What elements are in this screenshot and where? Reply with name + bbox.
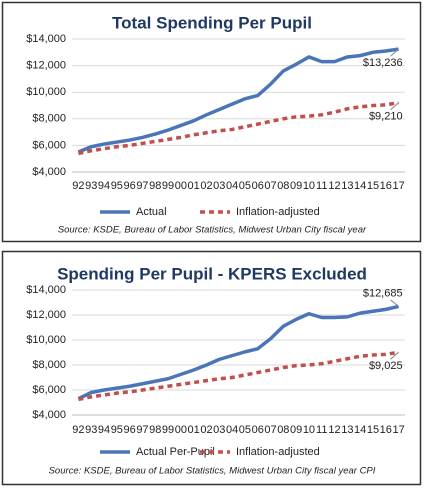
x-tick-label: 11: [316, 180, 327, 192]
x-tick-label: 12: [328, 424, 340, 436]
y-tick-label: $6,000: [32, 139, 66, 151]
value-label: $9,025: [369, 360, 403, 372]
x-tick-label: 10: [303, 424, 315, 436]
x-tick-label: 14: [354, 424, 366, 436]
chart-frame: [1, 1, 422, 243]
y-tick-label: $14,000: [26, 284, 66, 296]
x-tick-label: 08: [277, 424, 289, 436]
y-tick-label: $14,000: [26, 33, 66, 45]
x-tick-label: 93: [85, 424, 97, 436]
x-tick-label: 09: [290, 424, 302, 436]
legend-label: Inflation-adjusted: [236, 446, 320, 458]
x-tick-label: 06: [252, 180, 264, 192]
x-tick-label: 07: [264, 424, 276, 436]
label-leader: [390, 299, 399, 307]
source-note: Source: KSDE, Bureau of Labor Statistics…: [49, 466, 376, 477]
x-tick-label: 17: [392, 180, 404, 192]
x-tick-label: 99: [162, 180, 174, 192]
x-tick-label: 13: [341, 180, 353, 192]
x-tick-label: 08: [277, 180, 289, 192]
x-tick-label: 02: [200, 180, 212, 192]
value-label: $12,685: [363, 287, 403, 299]
label-leader: [390, 102, 399, 111]
x-tick-label: 16: [380, 180, 392, 192]
x-tick-label: 12: [328, 180, 340, 192]
x-tick-label: 15: [367, 424, 379, 436]
legend-label: Actual: [136, 206, 167, 218]
x-tick-label: 03: [213, 424, 225, 436]
y-tick-label: $12,000: [26, 60, 66, 72]
x-tick-label: 03: [213, 180, 225, 192]
x-tick-label: 05: [239, 424, 251, 436]
x-tick-label: 94: [98, 424, 110, 436]
x-tick-label: 14: [354, 180, 366, 192]
label-leader: [390, 351, 399, 360]
x-tick-label: 15: [367, 180, 379, 192]
x-tick-label: 96: [124, 180, 136, 192]
y-tick-label: $10,000: [26, 86, 66, 98]
series-line: [77, 304, 399, 401]
series-line: [78, 100, 399, 156]
series-line: [77, 47, 399, 154]
x-tick-label: 92: [72, 180, 84, 192]
x-tick-label: 10: [303, 180, 315, 192]
x-tick-label: 01: [188, 424, 200, 436]
x-tick-label: 97: [136, 180, 148, 192]
chart-frame: [1, 250, 422, 486]
x-tick-label: 94: [98, 180, 110, 192]
x-tick-label: 16: [380, 424, 392, 436]
x-tick-label: 95: [111, 424, 123, 436]
value-label: $9,210: [369, 111, 403, 123]
x-tick-label: 01: [188, 180, 200, 192]
legend-label: Inflation-adjusted: [236, 206, 320, 218]
legend-label: Actual Per-Pupil: [136, 446, 215, 458]
x-tick-label: 04: [226, 424, 238, 436]
x-tick-label: 17: [392, 424, 404, 436]
x-tick-label: 09: [290, 180, 302, 192]
x-tick-label: 96: [124, 424, 136, 436]
x-tick-label: 00: [175, 424, 187, 436]
y-tick-label: $6,000: [32, 384, 66, 396]
x-tick-label: 95: [111, 180, 123, 192]
x-tick-label: 00: [175, 180, 187, 192]
x-tick-label: 05: [239, 180, 251, 192]
x-tick-label: 98: [149, 424, 161, 436]
x-tick-label: 06: [252, 424, 264, 436]
y-tick-label: $4,000: [32, 166, 66, 178]
y-tick-label: $10,000: [26, 334, 66, 346]
value-label: $13,236: [363, 57, 403, 69]
y-tick-label: $12,000: [26, 309, 66, 321]
x-tick-label: 13: [341, 424, 353, 436]
x-tick-label: 92: [72, 424, 84, 436]
y-tick-label: $4,000: [32, 409, 66, 421]
x-tick-label: 04: [226, 180, 238, 192]
x-tick-label: 97: [136, 424, 148, 436]
label-leader: [390, 48, 399, 57]
source-note: Source: KSDE, Bureau of Labor Statistics…: [58, 225, 367, 236]
x-tick-label: 93: [85, 180, 97, 192]
y-tick-label: $8,000: [32, 359, 66, 371]
chart-title: Spending Per Pupil - KPERS Excluded: [57, 264, 367, 283]
series-line: [78, 350, 399, 402]
x-tick-label: 98: [149, 180, 161, 192]
x-tick-label: 02: [200, 424, 212, 436]
chart-title: Total Spending Per Pupil: [112, 13, 312, 32]
x-tick-label: 99: [162, 424, 174, 436]
y-tick-label: $8,000: [32, 113, 66, 125]
x-tick-label: 07: [264, 180, 276, 192]
x-tick-label: 11: [316, 424, 327, 436]
